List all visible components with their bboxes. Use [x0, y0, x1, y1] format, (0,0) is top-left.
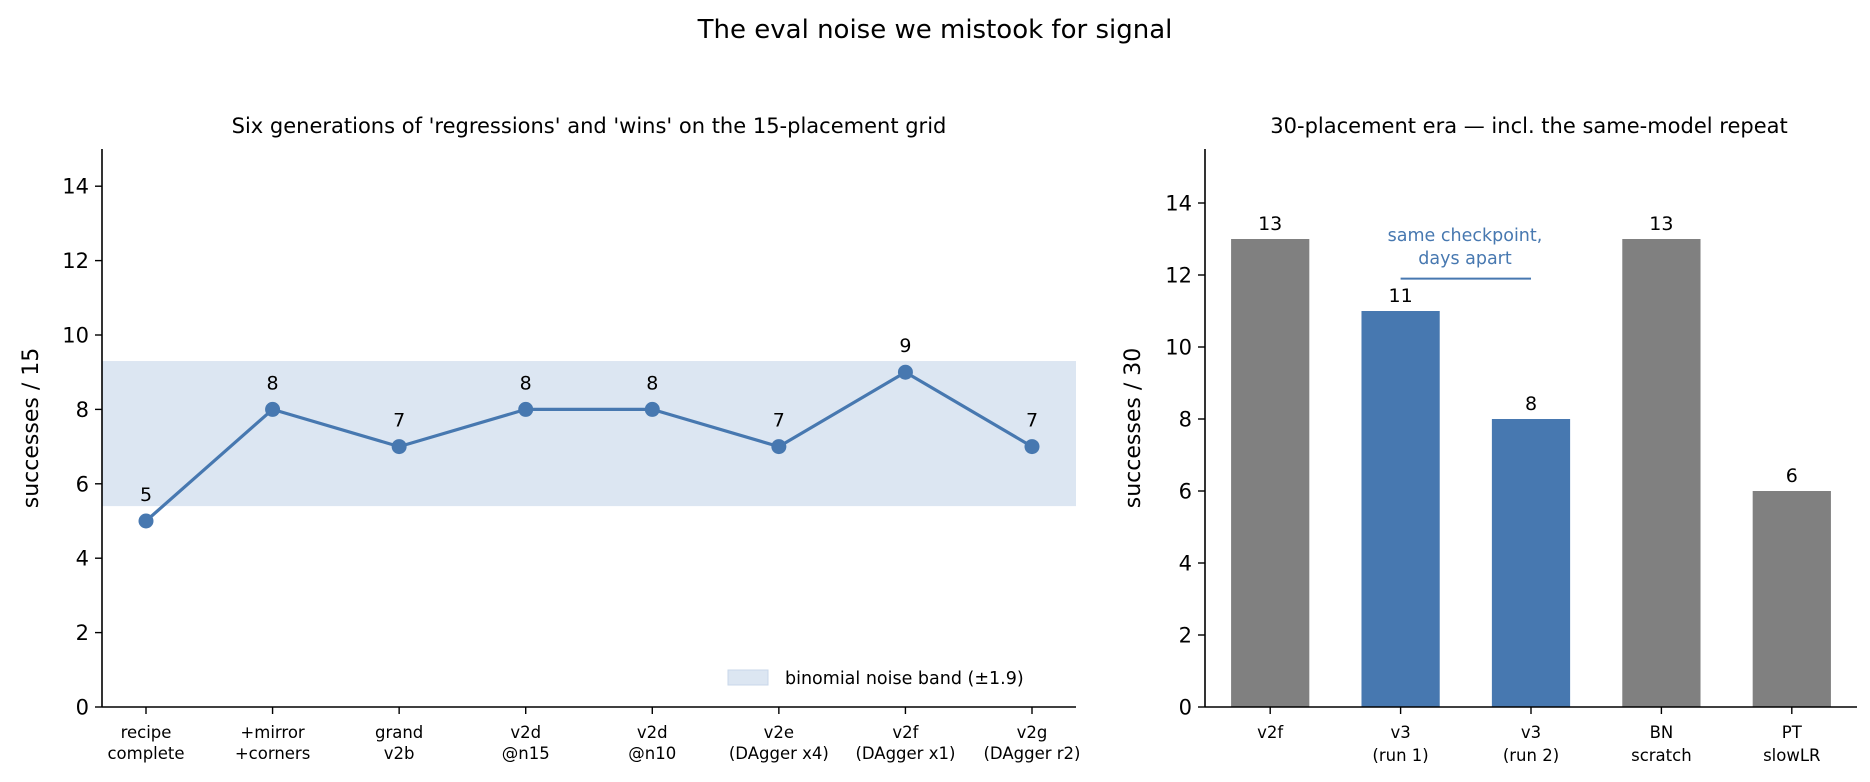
y-tick-label: 10: [1165, 336, 1192, 360]
bar: [1752, 491, 1831, 707]
line-chart-panel: Six generations of 'regressions' and 'wi…: [19, 114, 1081, 763]
noise-band: [102, 361, 1076, 507]
bar-chart-title: 30-placement era — incl. the same-model …: [1270, 114, 1787, 138]
data-label: 8: [646, 372, 658, 394]
data-point: [138, 513, 154, 529]
data-label: 7: [1026, 410, 1038, 432]
same-checkpoint-annotation: same checkpoint, days apart: [1388, 226, 1543, 280]
bar-label: 6: [1786, 465, 1798, 487]
y-tick-label: 2: [1179, 624, 1192, 648]
bar-chart-panel: 30-placement era — incl. the same-model …: [1121, 114, 1857, 765]
y-tick-label: 12: [1165, 264, 1192, 288]
line-chart-y-label: successes / 15: [19, 348, 44, 508]
y-tick-label: 12: [62, 249, 89, 273]
data-label: 8: [520, 372, 532, 394]
bar-chart-y-axis: 0 2 4 6 8 10 12 14: [1165, 192, 1205, 720]
data-point: [391, 439, 407, 455]
data-label: 9: [899, 335, 911, 357]
line-chart-x-axis: recipe complete +mirror +corners grand v2b v2d…: [107, 707, 1081, 763]
y-tick-label: 0: [76, 696, 89, 720]
bar: [1231, 239, 1310, 707]
x-tick-label: v3 (run 1): [1372, 723, 1428, 765]
bars: [1231, 239, 1831, 707]
bar-labels: 13 11 8 13 6: [1258, 213, 1798, 487]
y-tick-label: 2: [76, 621, 89, 645]
y-tick-label: 10: [62, 324, 89, 348]
bar: [1361, 311, 1440, 707]
x-tick-label: v2d @n15: [502, 723, 550, 763]
data-point: [771, 439, 787, 455]
line-chart-y-axis: 0 2 4 6 8 10 12 14: [62, 175, 102, 720]
legend-label: binomial noise band (±1.9): [785, 669, 1024, 689]
y-tick-label: 14: [62, 175, 89, 199]
legend-swatch: [727, 669, 769, 686]
x-tick-label: BN scratch: [1631, 723, 1692, 765]
bar: [1622, 239, 1701, 707]
y-tick-label: 8: [76, 398, 89, 422]
y-tick-label: 6: [76, 472, 89, 496]
figure-title: The eval noise we mistook for signal: [697, 15, 1173, 45]
y-tick-label: 14: [1165, 192, 1192, 216]
legend: binomial noise band (±1.9): [727, 669, 1024, 689]
data-point: [518, 401, 534, 417]
bar-label: 8: [1525, 393, 1537, 415]
x-tick-label: v2e (DAgger x4): [729, 723, 829, 763]
bar-chart-x-axis: v2f v3 (run 1) v3 (run 2) BN scratch PT slowLR: [1257, 707, 1821, 765]
series-line: [144, 370, 1033, 523]
data-label: 7: [393, 410, 405, 432]
data-label: 7: [773, 410, 785, 432]
x-tick-label: +mirror +corners: [235, 723, 310, 763]
y-tick-label: 8: [1179, 408, 1192, 432]
annotation-line-1: same checkpoint,: [1388, 226, 1543, 246]
series-points: [138, 364, 1040, 529]
y-tick-label: 6: [1179, 480, 1192, 504]
data-point: [265, 401, 281, 417]
data-label: 5: [140, 484, 152, 506]
point-labels: 5 8 7 8 8 7 9 7: [140, 335, 1038, 506]
x-tick-label: PT slowLR: [1763, 723, 1820, 765]
x-tick-label: v3 (run 2): [1503, 723, 1559, 765]
y-tick-label: 4: [1179, 552, 1192, 576]
line-chart-title: Six generations of 'regressions' and 'wi…: [232, 114, 947, 138]
bar-label: 13: [1649, 213, 1673, 235]
x-tick-label: v2g (DAgger r2): [984, 723, 1081, 763]
bar-label: 13: [1258, 213, 1282, 235]
y-tick-label: 0: [1179, 696, 1192, 720]
bar-label: 11: [1389, 285, 1413, 307]
data-label: 8: [267, 372, 279, 394]
data-point: [897, 364, 913, 380]
bar: [1491, 419, 1571, 707]
data-point: [1024, 439, 1040, 455]
x-tick-label: v2d @n10: [628, 723, 676, 763]
x-tick-label: recipe complete: [107, 723, 184, 763]
x-tick-label: v2f (DAgger x1): [855, 723, 955, 763]
bar-chart-y-label: successes / 30: [1121, 348, 1146, 508]
y-tick-label: 4: [76, 547, 89, 571]
annotation-line-2: days apart: [1418, 249, 1512, 269]
x-tick-label: grand v2b: [375, 723, 423, 763]
x-tick-label: v2f: [1257, 723, 1284, 742]
data-point: [644, 401, 660, 417]
